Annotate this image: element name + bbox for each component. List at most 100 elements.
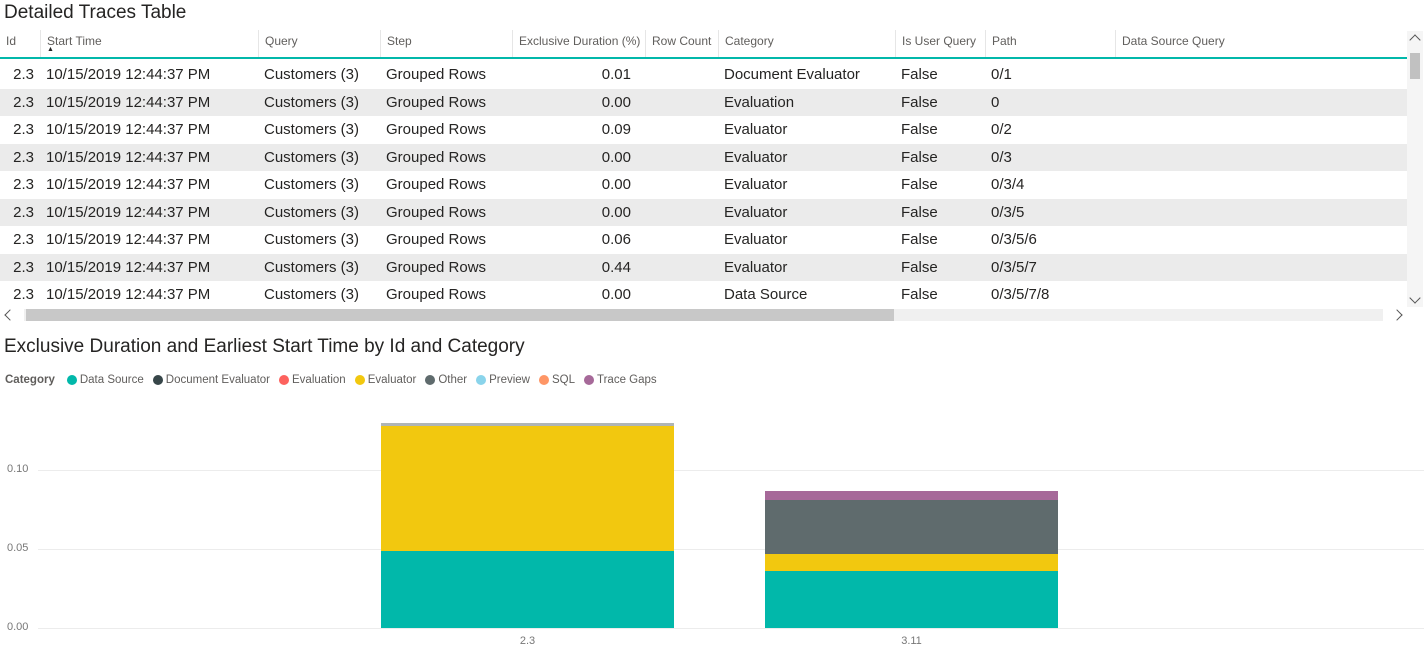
column-header-row-count[interactable]: Row Count [645,30,718,57]
table-cell-start-time: 10/15/2019 12:44:37 PM [46,66,211,84]
legend-swatch-data-source [66,375,77,385]
bar-segment-trace-gaps[interactable] [765,491,1058,500]
table-row[interactable]: 2.3 10/15/2019 12:44:37 PM Customers (3) Gr… [0,253,1407,281]
bar-segment-data-source[interactable] [381,551,674,628]
table-cell-step: Grouped Rows [386,176,487,194]
table-cell-category: Evaluator [724,258,788,276]
table-body: 2.3 10/15/2019 12:44:37 PM Customers (3) Gr… [0,61,1407,309]
legend-item-sql[interactable]: SQL [538,374,575,386]
legend-item-preview[interactable]: Preview [476,374,530,386]
legend-label: Trace Gaps [597,374,657,386]
table-cell-start-time: 10/15/2019 12:44:37 PM [46,176,211,194]
legend-label: Preview [489,374,530,386]
legend-swatch-evaluation [279,375,289,385]
table-cell-data-source-query [1115,89,1407,117]
vscroll-thumb[interactable] [1410,53,1420,79]
legend-item-evaluator[interactable]: Evaluator [354,374,417,386]
table-row[interactable]: 2.3 10/15/2019 12:44:37 PM Customers (3) Gr… [0,61,1407,89]
table-horizontal-scrollbar[interactable] [0,308,1407,323]
table-cell-is-user-query: False [901,66,938,84]
legend-swatch-sql [538,375,549,385]
table-cell-query: Customers (3) [264,93,360,111]
table-row[interactable]: 2.3 10/15/2019 12:44:37 PM Customers (3) Gr… [0,171,1407,199]
table-cell-row-count [645,199,718,227]
hscroll-thumb[interactable] [26,309,894,321]
table-visual-title: Detailed Traces Table [4,2,187,23]
column-header-start-time[interactable]: Start Time ▲ [40,30,258,57]
column-header-data-source-query[interactable]: Data Source Query [1115,30,1407,57]
table-cell-path: 0/1 [991,66,1012,84]
table-cell-path: 0/3/5/7/8 [991,286,1050,304]
legend-swatch-document-evaluator [152,375,163,385]
bar-segment-evaluator[interactable] [381,426,674,551]
bar-segment-evaluator[interactable] [765,554,1058,571]
column-header-is-user-query[interactable]: Is User Query [895,30,985,57]
bar-segment-other[interactable] [381,423,674,426]
table-row[interactable]: 2.3 10/15/2019 12:44:37 PM Customers (3) Gr… [0,116,1407,144]
table-row[interactable]: 2.3 10/15/2019 12:44:37 PM Customers (3) Gr… [0,198,1407,227]
x-axis-category-label: 3.11 [901,635,922,647]
table-cell-step: Grouped Rows [386,148,487,166]
legend-item-trace-gaps[interactable]: Trace Gaps [584,374,657,386]
column-header-step[interactable]: Step [380,30,512,57]
y-axis-tick-label: 0.05 [7,542,29,554]
table-cell-query: Customers (3) [264,231,360,249]
scroll-down-button[interactable] [1407,291,1423,305]
table-row[interactable]: 2.3 10/15/2019 12:44:37 PM Customers (3) Gr… [0,88,1407,117]
legend-item-data-source[interactable]: Data Source [66,374,144,386]
table-cell-category: Evaluator [724,148,788,166]
gridline [38,470,1424,471]
table-cell-category: Evaluation [724,93,795,111]
column-header-path[interactable]: Path [985,30,1115,57]
table-cell-is-user-query: False [901,93,938,111]
table-cell-row-count [645,144,718,172]
table-cell-row-count [645,89,718,117]
legend-label: SQL [551,374,575,386]
column-header-id[interactable]: Id [6,34,17,48]
table-row[interactable]: 2.3 10/15/2019 12:44:37 PM Customers (3) Gr… [0,226,1407,254]
legend-label: Data Source [79,374,144,386]
table-cell-query: Customers (3) [264,286,360,304]
column-header-exclusive-duration[interactable]: Exclusive Duration (%) [512,30,645,57]
table-cell-is-user-query: False [901,286,938,304]
table-cell-category: Document Evaluator [724,66,860,84]
table-row[interactable]: 2.3 10/15/2019 12:44:37 PM Customers (3) Gr… [0,143,1407,172]
table-cell-data-source-query [1115,199,1407,227]
scroll-up-button[interactable] [1407,33,1423,47]
column-header-category[interactable]: Category [718,30,895,57]
table-cell-start-time: 10/15/2019 12:44:37 PM [46,258,211,276]
table-cell-is-user-query: False [901,121,938,139]
table-row[interactable]: 2.3 10/15/2019 12:44:37 PM Customers (3) Gr… [0,281,1407,309]
scroll-left-button[interactable] [2,308,18,322]
table-cell-path: 0/3/5 [991,203,1025,221]
legend-item-document-evaluator[interactable]: Document Evaluator [152,374,270,386]
table-cell-start-time: 10/15/2019 12:44:37 PM [46,231,211,249]
table-cell-query: Customers (3) [264,66,360,84]
scroll-right-button[interactable] [1389,308,1405,322]
table-cell-data-source-query [1115,61,1407,89]
table-cell-id: 2.3 [13,121,34,139]
table-cell-exclusive-duration: 0.01 [601,66,631,84]
table-cell-start-time: 10/15/2019 12:44:37 PM [46,121,211,139]
table-vertical-scrollbar[interactable] [1407,31,1423,307]
legend-item-evaluation[interactable]: Evaluation [279,374,346,386]
legend-item-other[interactable]: Other [425,374,467,386]
chart-legend: Category Data Source Document Evaluator Ev… [5,374,657,386]
table-cell-row-count [645,281,718,309]
bar-segment-other[interactable] [765,500,1058,554]
column-header-query[interactable]: Query [258,30,380,57]
table-cell-category: Evaluator [724,176,788,194]
chart-visual-title: Exclusive Duration and Earliest Start Ti… [4,336,525,357]
table-cell-row-count [645,61,718,89]
bar-segment-data-source[interactable] [765,571,1058,628]
legend-label: Evaluator [367,374,417,386]
table-cell-query: Customers (3) [264,176,360,194]
table-cell-exclusive-duration: 0.00 [601,93,631,111]
chevron-down-icon [1409,292,1421,304]
legend-swatch-trace-gaps [584,375,594,385]
gridline [38,549,1424,550]
legend-label: Other [438,374,468,386]
table-cell-step: Grouped Rows [386,121,487,139]
table-cell-exclusive-duration: 0.00 [601,148,631,166]
gridline [38,628,1424,629]
